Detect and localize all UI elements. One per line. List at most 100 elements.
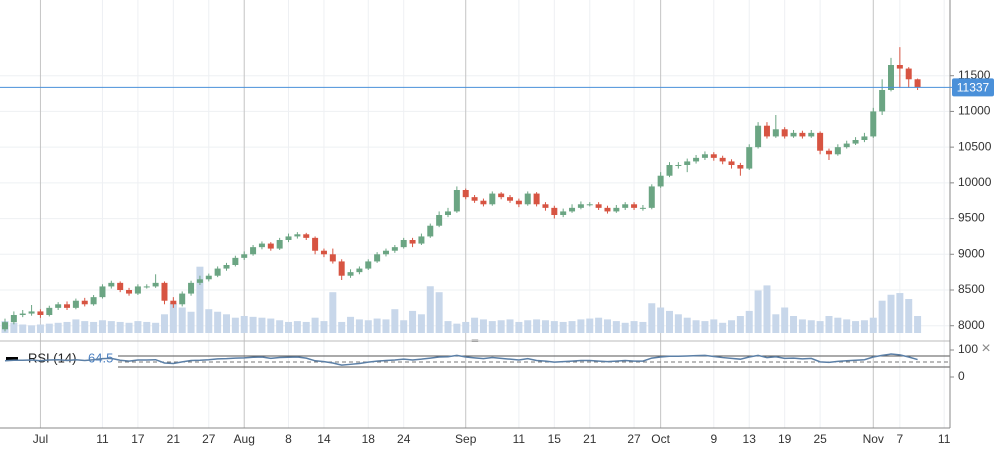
candle-body xyxy=(19,313,26,315)
candle-body xyxy=(436,215,443,226)
candle-body xyxy=(232,257,239,265)
x-tick-label: 21 xyxy=(167,432,181,446)
candle-body xyxy=(861,136,868,140)
candle-body xyxy=(365,261,372,269)
candle-body xyxy=(170,300,177,305)
candle-body xyxy=(914,79,921,88)
candle-body xyxy=(312,237,319,251)
volume-bar xyxy=(674,314,682,333)
volume-bar xyxy=(214,311,222,333)
candle-body xyxy=(258,243,265,248)
candle-body xyxy=(453,190,460,212)
candle-body xyxy=(391,247,398,251)
candle-body xyxy=(710,154,717,158)
candle-body xyxy=(498,193,505,198)
candle-body xyxy=(161,282,168,301)
candle-body xyxy=(276,240,283,249)
volume-bar xyxy=(852,321,860,333)
candle-body xyxy=(728,161,735,165)
candle-body xyxy=(693,157,700,162)
volume-bar xyxy=(329,292,337,333)
candle-body xyxy=(400,240,407,248)
x-tick-label: 7 xyxy=(897,432,904,446)
volume-bar xyxy=(143,321,151,333)
volume-bar xyxy=(249,316,257,333)
volume-bar xyxy=(905,299,913,333)
candle-body xyxy=(586,204,593,206)
candle-body xyxy=(356,268,363,273)
candle-body xyxy=(737,165,744,169)
volume-bar xyxy=(63,321,71,333)
candle-body xyxy=(622,204,629,208)
x-tick-label: Jul xyxy=(33,432,48,446)
volume-bar xyxy=(488,321,496,333)
y-tick-label: 100 xyxy=(958,342,978,356)
volume-bar xyxy=(781,307,789,333)
volume-bar xyxy=(736,316,744,333)
volume-bar xyxy=(621,322,629,333)
candle-body xyxy=(834,147,841,155)
volume-bar xyxy=(231,317,239,333)
candle-body xyxy=(888,65,894,90)
volume-bar xyxy=(533,319,541,333)
candle-body xyxy=(825,150,832,155)
candle-body xyxy=(595,204,602,208)
volume-bar xyxy=(869,317,877,333)
volume-bar xyxy=(10,322,18,333)
volume-bar xyxy=(710,319,718,333)
candle-body xyxy=(117,282,124,290)
close-button[interactable]: × xyxy=(981,340,990,357)
volume-bar xyxy=(116,321,124,333)
volume-bar xyxy=(311,317,319,333)
x-tick-label: 8 xyxy=(285,432,292,446)
x-tick-label: 25 xyxy=(813,432,827,446)
x-tick-label: 21 xyxy=(583,432,597,446)
candle-body xyxy=(2,322,8,330)
pane-handle[interactable]: ═ xyxy=(471,335,479,345)
x-tick-label: Aug xyxy=(234,432,255,446)
x-tick-label: 13 xyxy=(743,432,757,446)
volume-bar xyxy=(338,321,346,333)
candle-body xyxy=(267,243,274,249)
candle-body xyxy=(285,236,292,240)
volume-bar xyxy=(887,294,895,333)
candle-body xyxy=(604,207,611,212)
volume-bar xyxy=(763,285,771,333)
candle-body xyxy=(471,197,478,201)
volume-bar xyxy=(825,316,833,333)
candle-body xyxy=(418,236,425,244)
volume-bar xyxy=(134,321,142,333)
candle-body xyxy=(684,161,691,165)
volume-bar xyxy=(98,320,106,333)
volume-bar xyxy=(28,325,36,333)
candle-body xyxy=(755,125,762,148)
x-tick-label: Sep xyxy=(455,432,477,446)
x-tick-label: 27 xyxy=(202,432,216,446)
volume-bar xyxy=(728,320,736,333)
volume-bar xyxy=(54,322,62,333)
candle-body xyxy=(577,204,584,208)
x-tick-label: 11 xyxy=(96,432,109,446)
volume-bar xyxy=(178,307,186,333)
candle-body xyxy=(675,165,682,166)
candle-body xyxy=(55,304,62,308)
candle-body xyxy=(81,300,88,305)
volume-bar xyxy=(160,314,168,333)
volume-bar xyxy=(843,319,851,333)
candle-body xyxy=(666,165,673,176)
volume-bar xyxy=(45,323,53,333)
candle-body xyxy=(648,186,655,208)
y-tick-label: 0 xyxy=(958,369,965,383)
y-tick-label: 9000 xyxy=(958,246,985,260)
volume-bar xyxy=(19,324,27,333)
volume-bar xyxy=(790,316,798,333)
rsi-line xyxy=(4,353,918,366)
volume-bar xyxy=(603,319,611,333)
candle-body xyxy=(763,125,770,137)
volume-bar xyxy=(657,307,665,333)
y-tick-label: 8500 xyxy=(958,282,985,296)
candle-body xyxy=(223,265,230,269)
volume-bar xyxy=(373,318,381,333)
volume-layer xyxy=(1,266,922,333)
